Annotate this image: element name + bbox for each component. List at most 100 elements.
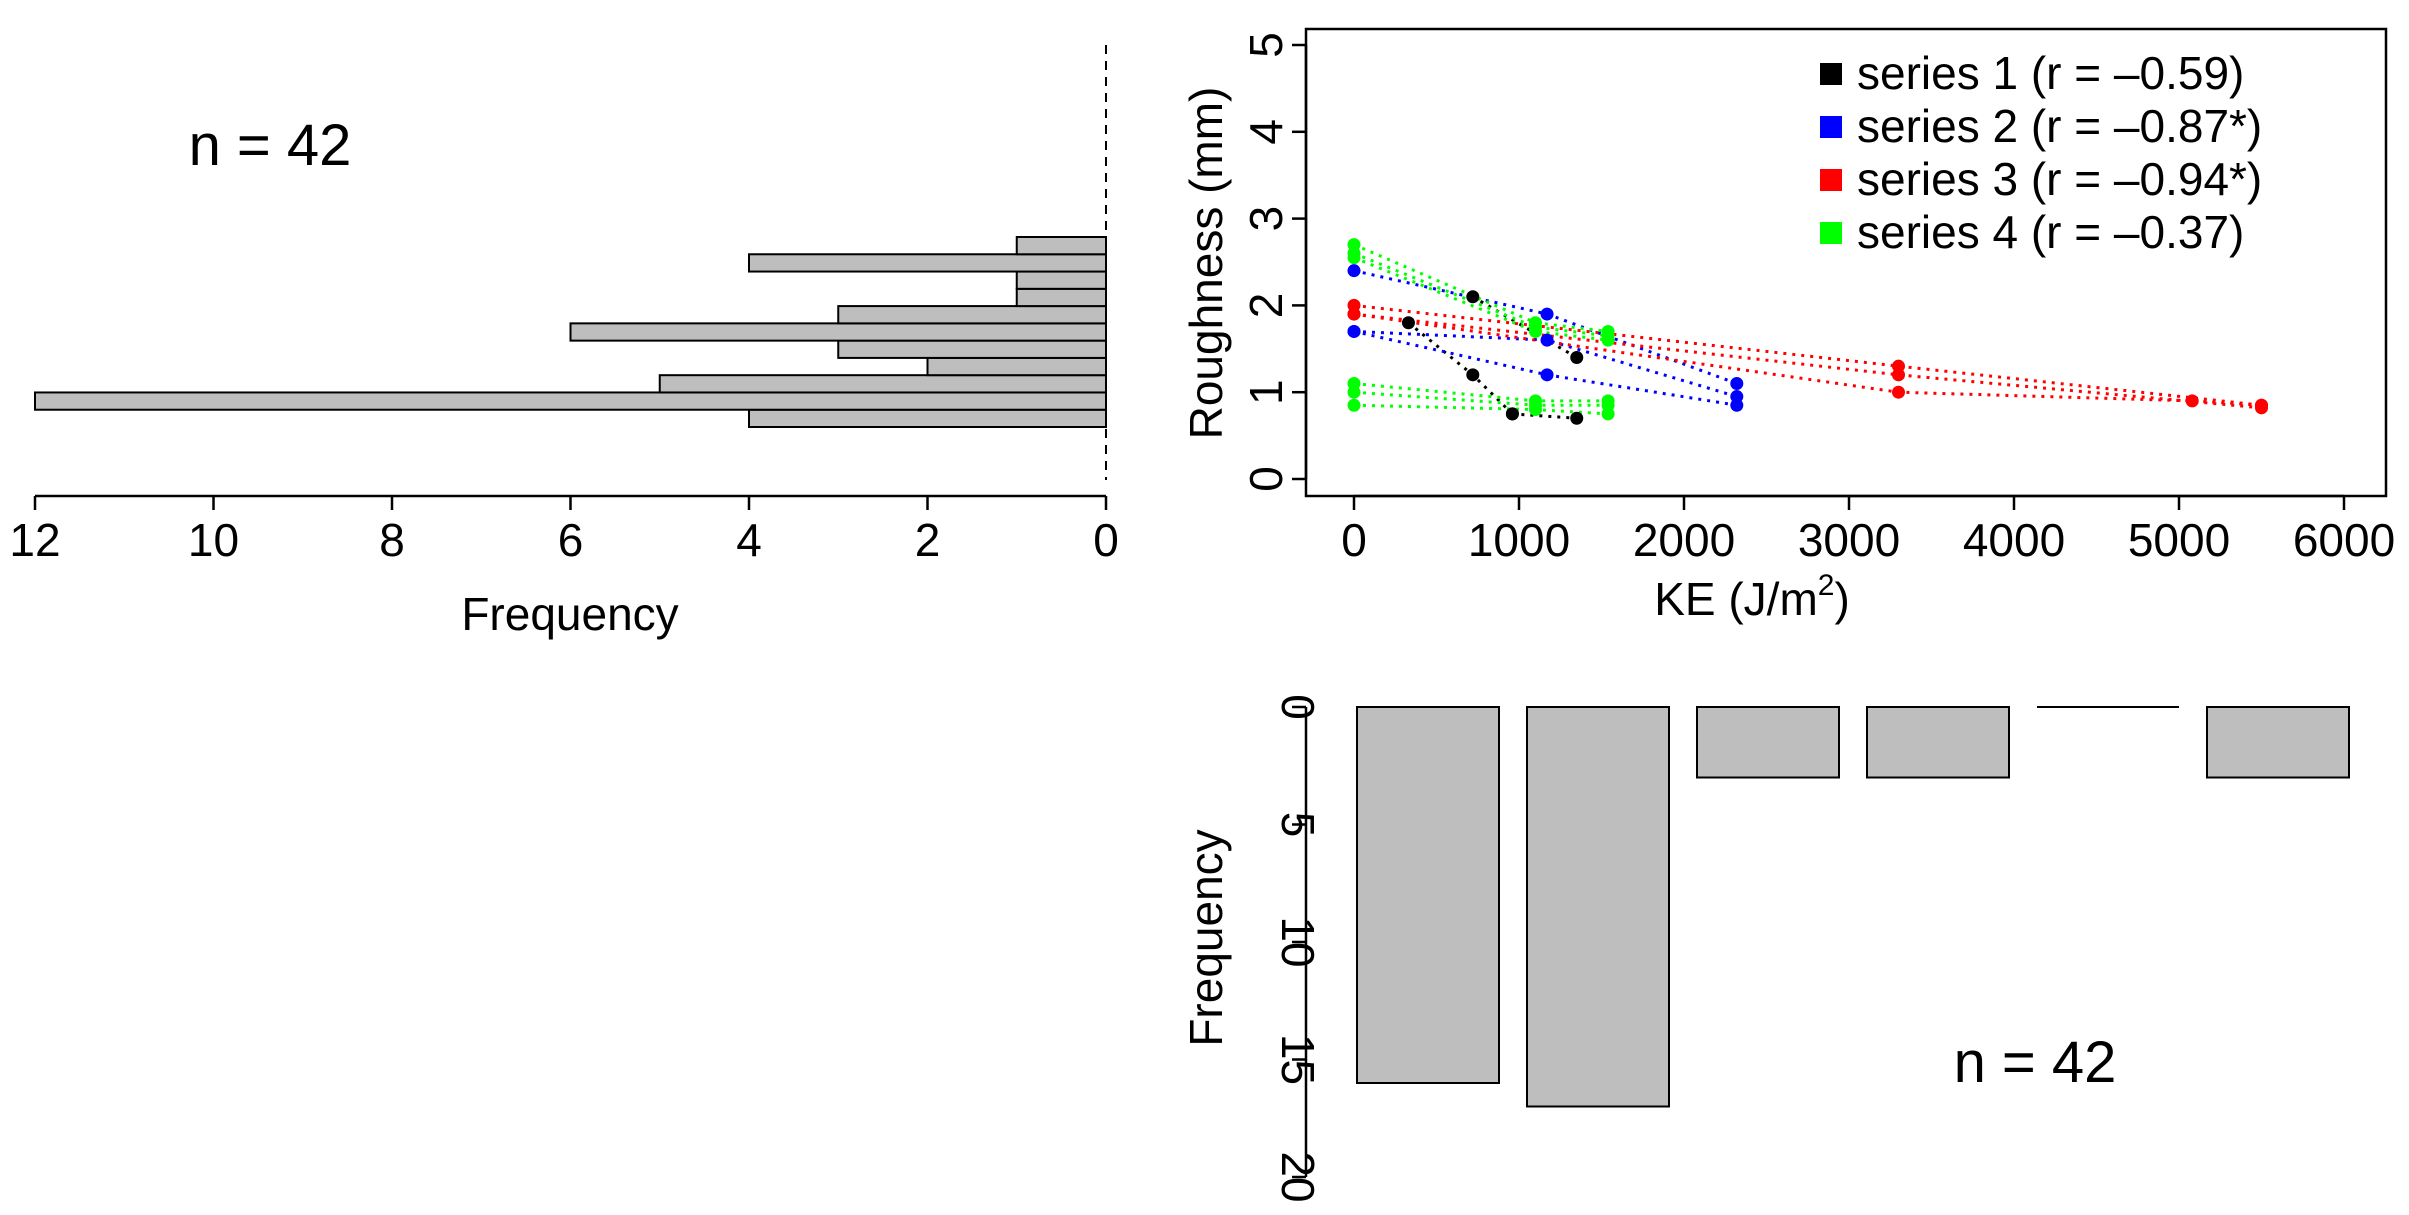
left-histogram-bars <box>34 236 1107 428</box>
series-2-point <box>1540 307 1554 321</box>
bottom-histogram-bars <box>1356 706 2350 1108</box>
series-4-line <box>1353 382 1609 403</box>
bottom-histogram-y-tick-label: 15 <box>1272 1034 1324 1085</box>
scatter-x-tick-label: 5000 <box>2128 514 2230 566</box>
series-4-point <box>1529 324 1542 338</box>
series-1-point <box>1570 411 1584 425</box>
scatter-y-tick-label: 0 <box>1240 466 1292 492</box>
series-1-point <box>1401 316 1415 330</box>
series-3-point <box>1347 307 1361 321</box>
bottom-histogram-y-tick-label: 5 <box>1272 812 1324 838</box>
scatter-ylabel: Roughness (mm) <box>1180 87 1232 440</box>
legend-swatch-series-1 <box>1820 63 1842 85</box>
series-4-point <box>1601 407 1615 421</box>
series-3-point <box>2185 394 2199 408</box>
scatter-x-tick-label: 6000 <box>2293 514 2395 566</box>
legend-label-series-1: series 1 (r = –0.59) <box>1857 47 2244 99</box>
scatter-xlabel-superscript: 2 <box>1818 569 1835 602</box>
series-2-point <box>1730 398 1744 412</box>
left-histogram: 12 10 8 6 4 2 0 Frequency n = 42 <box>9 45 1119 640</box>
bottom-histogram-bar <box>1866 706 2010 779</box>
series-4-point <box>1601 333 1615 347</box>
bottom-histogram-annotation: n = 42 <box>1954 1030 2117 1095</box>
legend-label-series-3: series 3 (r = –0.94*) <box>1857 153 2262 205</box>
series-2-point <box>1347 324 1361 338</box>
legend-swatch-series-3 <box>1820 169 1842 191</box>
left-histogram-bar <box>748 253 1107 273</box>
left-histogram-bar <box>837 305 1107 325</box>
bottom-histogram-y-tick-label: 10 <box>1272 916 1324 967</box>
bottom-histogram-bar <box>1696 706 1840 779</box>
series-4-point <box>1529 403 1542 417</box>
scatter-x-tick-label: 3000 <box>1798 514 1900 566</box>
scatter-x-tick-label: 4000 <box>1963 514 2065 566</box>
series-4-point <box>1347 398 1361 412</box>
scatter-xlabel-close: ) <box>1834 573 1849 625</box>
scatter-x-axis: 0 1000 2000 3000 4000 5000 6000 <box>1341 494 2395 566</box>
bottom-histogram-bar <box>1526 706 1670 1108</box>
scatter-y-tick-label: 2 <box>1240 293 1292 319</box>
series-2-line <box>1353 329 1738 398</box>
legend-label-series-2: series 2 (r = –0.87*) <box>1857 100 2262 152</box>
left-histogram-bar <box>1015 287 1107 308</box>
series-2-point <box>1347 264 1361 278</box>
series-4-line <box>1353 251 1609 338</box>
left-histogram-annotation: n = 42 <box>189 113 352 178</box>
series-1-point <box>1570 350 1584 364</box>
bottom-histogram-y-tick-label: 20 <box>1272 1151 1324 1202</box>
series-3-point <box>2255 398 2268 412</box>
series-2-point <box>1540 368 1554 382</box>
scatter-y-axis: 0 1 2 3 4 5 <box>1240 32 1308 492</box>
left-histogram-bar <box>1015 236 1107 256</box>
series-2-line <box>1353 269 1738 385</box>
series-1-point <box>1466 290 1480 304</box>
scatter-x-tick-label: 2000 <box>1633 514 1735 566</box>
left-histogram-x-tick-label: 6 <box>558 514 584 566</box>
series-2-point <box>1540 333 1554 347</box>
scatter-y-tick-label: 5 <box>1240 32 1292 58</box>
series-1-line <box>1407 321 1514 415</box>
scatter-x-tick-label: 1000 <box>1468 514 1570 566</box>
bottom-histogram-bar <box>2206 706 2350 779</box>
bottom-histogram-bar <box>1356 706 1500 1084</box>
series-4-line <box>1353 390 1609 407</box>
legend-label-series-4: series 4 (r = –0.37) <box>1857 206 2244 258</box>
legend-swatch-series-4 <box>1820 222 1842 244</box>
main-scatter: 0 1000 2000 3000 4000 5000 6000 0 1 2 3 4 5 KE (J/m… <box>1180 27 2395 625</box>
left-histogram-x-tick-label: 12 <box>9 514 60 566</box>
series-4-line <box>1353 243 1609 333</box>
scatter-xlabel: KE (J/m2) <box>1654 569 1850 625</box>
series-1-line <box>1512 412 1577 420</box>
left-histogram-xlabel: Frequency <box>461 588 678 640</box>
series-1-point <box>1466 368 1480 382</box>
left-histogram-bar <box>926 356 1107 377</box>
left-histogram-x-tick-label: 0 <box>1093 514 1119 566</box>
left-histogram-bar <box>34 391 1107 411</box>
left-histogram-bar <box>1015 270 1107 290</box>
series-2-point <box>1730 377 1744 391</box>
bottom-histogram-ylabel: Frequency <box>1180 829 1232 1046</box>
series-4-line <box>1353 256 1609 342</box>
series-3-point <box>1892 385 1905 399</box>
bottom-histogram: 0 5 10 15 20 Frequency n = 42 <box>1180 694 2350 1203</box>
bottom-histogram-y-tick-label: 0 <box>1272 694 1324 720</box>
left-histogram-bar <box>748 408 1107 428</box>
series-4-point <box>1347 251 1361 265</box>
left-histogram-x-axis: 12 10 8 6 4 2 0 <box>9 494 1119 566</box>
series-3-line <box>1353 303 2262 407</box>
series-3-point <box>1892 368 1905 382</box>
scatter-y-tick-label: 3 <box>1240 206 1292 232</box>
scatter-y-tick-label: 1 <box>1240 379 1292 405</box>
scatter-series-lines <box>1353 243 2262 420</box>
scatter-y-tick-label: 4 <box>1240 119 1292 145</box>
scatter-x-tick-label: 0 <box>1341 514 1367 566</box>
series-1-line <box>1472 295 1578 359</box>
left-histogram-bar <box>569 322 1107 342</box>
series-4-point <box>1347 385 1361 399</box>
scatter-series-points <box>1347 238 2268 425</box>
bottom-histogram-y-axis: 0 5 10 15 20 <box>1272 694 1324 1202</box>
series-2-line <box>1353 329 1738 407</box>
left-histogram-x-tick-label: 2 <box>915 514 941 566</box>
left-histogram-x-tick-label: 4 <box>736 514 762 566</box>
